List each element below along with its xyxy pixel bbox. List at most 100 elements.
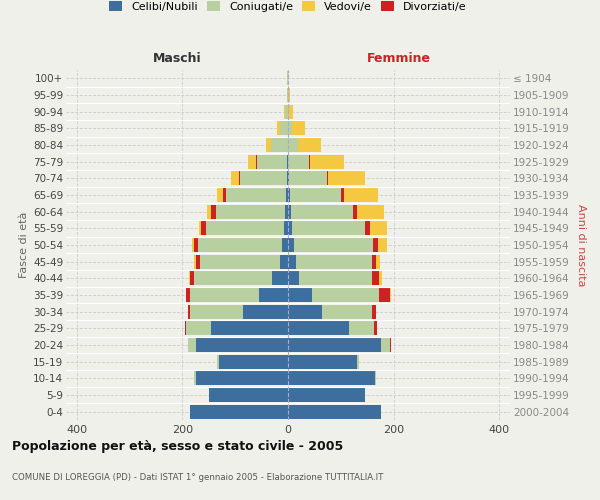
- Bar: [341, 188, 344, 202]
- Bar: [215, 204, 286, 219]
- Bar: [353, 204, 357, 219]
- Bar: [194, 254, 196, 269]
- Bar: [312, 288, 379, 302]
- Bar: [288, 204, 290, 219]
- Bar: [288, 388, 365, 402]
- Bar: [288, 171, 289, 186]
- Bar: [288, 404, 380, 419]
- Bar: [288, 188, 290, 202]
- Bar: [206, 221, 284, 236]
- Bar: [188, 304, 190, 319]
- Bar: [271, 138, 288, 152]
- Bar: [284, 104, 286, 118]
- Bar: [310, 154, 344, 169]
- Bar: [344, 188, 379, 202]
- Bar: [379, 288, 390, 302]
- Bar: [188, 338, 196, 352]
- Bar: [299, 271, 371, 285]
- Bar: [190, 288, 259, 302]
- Bar: [286, 104, 288, 118]
- Bar: [289, 104, 293, 118]
- Bar: [380, 338, 390, 352]
- Bar: [288, 238, 295, 252]
- Bar: [259, 288, 288, 302]
- Bar: [217, 188, 223, 202]
- Legend: Celibi/Nubili, Coniugati/e, Vedovi/e, Divorziati/e: Celibi/Nubili, Coniugati/e, Vedovi/e, Di…: [107, 0, 469, 14]
- Bar: [289, 171, 327, 186]
- Bar: [287, 88, 288, 102]
- Bar: [200, 254, 280, 269]
- Bar: [280, 121, 288, 136]
- Bar: [190, 404, 288, 419]
- Bar: [298, 138, 322, 152]
- Y-axis label: Anni di nascita: Anni di nascita: [576, 204, 586, 286]
- Bar: [185, 322, 186, 336]
- Bar: [288, 254, 296, 269]
- Bar: [322, 304, 371, 319]
- Bar: [194, 371, 196, 386]
- Bar: [328, 171, 365, 186]
- Bar: [193, 238, 194, 252]
- Bar: [196, 254, 200, 269]
- Text: Popolazione per età, sesso e stato civile - 2005: Popolazione per età, sesso e stato civil…: [12, 440, 343, 453]
- Bar: [296, 254, 371, 269]
- Bar: [199, 221, 202, 236]
- Bar: [286, 204, 288, 219]
- Bar: [290, 204, 353, 219]
- Bar: [186, 288, 190, 302]
- Bar: [292, 121, 305, 136]
- Bar: [243, 304, 288, 319]
- Bar: [241, 171, 287, 186]
- Bar: [288, 121, 292, 136]
- Bar: [292, 221, 365, 236]
- Bar: [376, 254, 380, 269]
- Bar: [248, 154, 256, 169]
- Bar: [378, 238, 388, 252]
- Bar: [370, 221, 388, 236]
- Bar: [295, 238, 373, 252]
- Bar: [290, 188, 341, 202]
- Bar: [277, 121, 280, 136]
- Bar: [288, 221, 292, 236]
- Bar: [186, 322, 211, 336]
- Bar: [288, 271, 299, 285]
- Text: Femmine: Femmine: [367, 52, 431, 65]
- Bar: [194, 238, 198, 252]
- Bar: [289, 88, 290, 102]
- Bar: [371, 271, 379, 285]
- Bar: [371, 254, 376, 269]
- Bar: [288, 354, 357, 369]
- Bar: [272, 271, 288, 285]
- Bar: [288, 104, 289, 118]
- Bar: [284, 221, 288, 236]
- Bar: [194, 271, 272, 285]
- Bar: [286, 188, 288, 202]
- Bar: [202, 221, 206, 236]
- Bar: [365, 221, 370, 236]
- Bar: [280, 254, 288, 269]
- Bar: [288, 138, 298, 152]
- Bar: [209, 388, 288, 402]
- Bar: [281, 238, 288, 252]
- Bar: [375, 371, 376, 386]
- Bar: [223, 188, 226, 202]
- Bar: [373, 238, 378, 252]
- Bar: [190, 304, 243, 319]
- Bar: [371, 304, 376, 319]
- Bar: [211, 204, 215, 219]
- Bar: [266, 138, 271, 152]
- Bar: [349, 322, 374, 336]
- Bar: [198, 238, 281, 252]
- Bar: [288, 322, 349, 336]
- Bar: [190, 271, 194, 285]
- Bar: [196, 338, 288, 352]
- Bar: [357, 354, 359, 369]
- Bar: [288, 154, 309, 169]
- Bar: [390, 288, 391, 302]
- Bar: [207, 204, 211, 219]
- Bar: [196, 371, 288, 386]
- Bar: [288, 304, 322, 319]
- Text: COMUNE DI LOREGGIA (PD) - Dati ISTAT 1° gennaio 2005 - Elaborazione TUTTITALIA.I: COMUNE DI LOREGGIA (PD) - Dati ISTAT 1° …: [12, 473, 383, 482]
- Bar: [357, 204, 383, 219]
- Bar: [217, 354, 219, 369]
